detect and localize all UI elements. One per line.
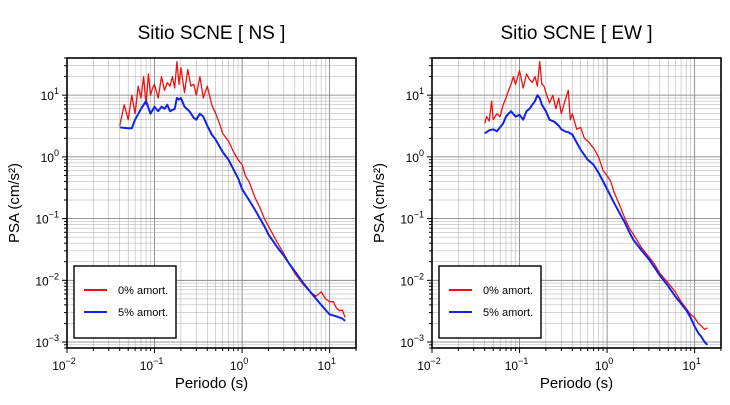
series-line-2 [484, 94, 709, 346]
x-axis-label: Periodo (s) [540, 375, 613, 392]
legend-label-2: 5% amort. [118, 307, 168, 319]
series-line-1 [484, 60, 708, 331]
chart-panel-2: 10−2 10−1 100 101 10−3 10−2 10−1 100 101 Sitio SC… [371, 23, 722, 392]
y-tick-label: 10−2 [400, 271, 424, 288]
x-tick-label: 101 [317, 356, 335, 373]
x-tick-label: 100 [595, 356, 613, 373]
y-tick-label: 10−1 [400, 210, 424, 227]
chart-title: Sitio SCNE [ EW ] [500, 23, 652, 44]
y-axis-label: PSA (cm/s²) [371, 163, 388, 243]
y-tick-label: 10−3 [400, 333, 424, 350]
axis-ticks [427, 57, 722, 353]
x-tick-label: 101 [682, 356, 700, 373]
y-tick-label: 10−1 [35, 210, 59, 227]
x-tick-label: 10−2 [417, 356, 441, 373]
series-line-2 [119, 97, 346, 322]
x-axis-label: Periodo (s) [175, 375, 248, 392]
x-tick-label: 10−2 [52, 356, 76, 373]
y-tick-label: 10−3 [35, 333, 59, 350]
y-tick-label: 10−2 [35, 271, 59, 288]
legend-box [438, 265, 542, 339]
y-tick-label: 100 [406, 148, 424, 165]
legend-label-2: 5% amort. [483, 307, 533, 319]
x-tick-label: 100 [230, 356, 248, 373]
x-tick-label: 10−1 [505, 356, 529, 373]
y-tick-label: 101 [41, 86, 59, 103]
legend-label-1: 0% amort. [483, 285, 533, 297]
chart-panel-1: 10−2 10−1 100 101 10−3 10−2 10−1 100 101 Sitio SC… [6, 23, 357, 392]
y-tick-label: 101 [406, 86, 424, 103]
y-axis-label: PSA (cm/s²) [6, 163, 23, 243]
legend-box [73, 265, 177, 339]
chart-title: Sitio SCNE [ NS ] [138, 23, 286, 44]
legend-label-1: 0% amort. [118, 285, 168, 297]
legend: 0% amort. 5% amort. [438, 265, 542, 339]
y-tick-label: 100 [41, 148, 59, 165]
legend: 0% amort. 5% amort. [73, 265, 177, 339]
plot-frame [431, 57, 722, 349]
x-tick-label: 10−1 [140, 356, 164, 373]
axis-ticks [62, 57, 357, 353]
plot-frame [66, 57, 357, 349]
